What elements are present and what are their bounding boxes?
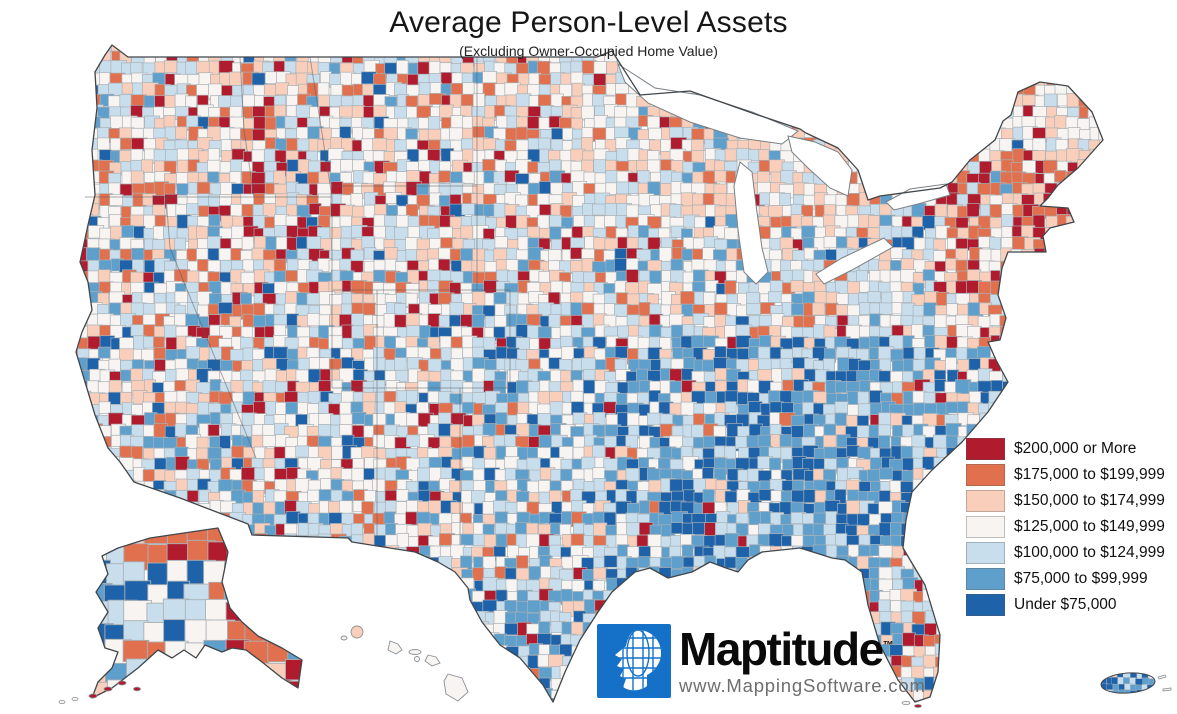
trademark-symbol: ™ <box>882 639 894 652</box>
legend-item: $100,000 to $124,999 <box>966 540 1165 566</box>
state-borders <box>85 56 511 545</box>
legend-label: $200,000 or More <box>1014 440 1137 457</box>
legend-swatch <box>966 438 1005 460</box>
map-title: Average Person-Level Assets <box>389 6 788 39</box>
florida-keys <box>901 701 922 708</box>
legend-item: $175,000 to $199,999 <box>966 462 1165 488</box>
logo-text: Maptitude™ www.MappingSoftware.com <box>679 624 926 697</box>
legend-swatch <box>966 516 1005 538</box>
virgin-islands <box>1157 674 1172 692</box>
legend-label: $150,000 to $174,999 <box>1014 492 1165 509</box>
head-globe-icon <box>597 624 671 698</box>
legend-item: $200,000 or More <box>966 436 1165 462</box>
legend-swatch <box>966 542 1005 564</box>
logo-wordmark: Maptitude™ <box>679 623 894 675</box>
legend-item: $125,000 to $149,999 <box>966 514 1165 540</box>
legend-label: Under $75,000 <box>1014 596 1117 613</box>
legend-item: Under $75,000 <box>966 592 1165 618</box>
aleutian-islands <box>58 680 141 705</box>
legend-label: $125,000 to $149,999 <box>1014 518 1165 535</box>
great-lakes <box>616 62 951 285</box>
logo-website: www.MappingSoftware.com <box>679 675 926 696</box>
legend-label: $75,000 to $99,999 <box>1014 570 1148 587</box>
legend-label: $175,000 to $199,999 <box>1014 466 1165 483</box>
lake-erie <box>815 237 894 285</box>
legend-item: $150,000 to $174,999 <box>966 488 1165 514</box>
maptitude-logo: Maptitude™ www.MappingSoftware.com <box>597 624 926 698</box>
legend-swatch <box>966 464 1005 486</box>
hawaii-inset <box>340 625 469 702</box>
legend-swatch <box>966 490 1005 512</box>
legend-swatch <box>966 568 1005 590</box>
legend-item: $75,000 to $99,999 <box>966 566 1165 592</box>
legend-label: $100,000 to $124,999 <box>1014 544 1165 561</box>
lake-michigan <box>733 161 769 285</box>
title-block: Average Person-Level Assets (Excluding O… <box>0 6 1177 59</box>
map-legend: $200,000 or More $175,000 to $199,999 $1… <box>966 436 1165 618</box>
legend-swatch <box>966 594 1005 616</box>
lake-huron <box>787 135 853 197</box>
map-subtitle: (Excluding Owner-Occupied Home Value) <box>459 43 718 59</box>
lake-ontario <box>885 183 951 211</box>
lake-superior <box>616 62 799 145</box>
